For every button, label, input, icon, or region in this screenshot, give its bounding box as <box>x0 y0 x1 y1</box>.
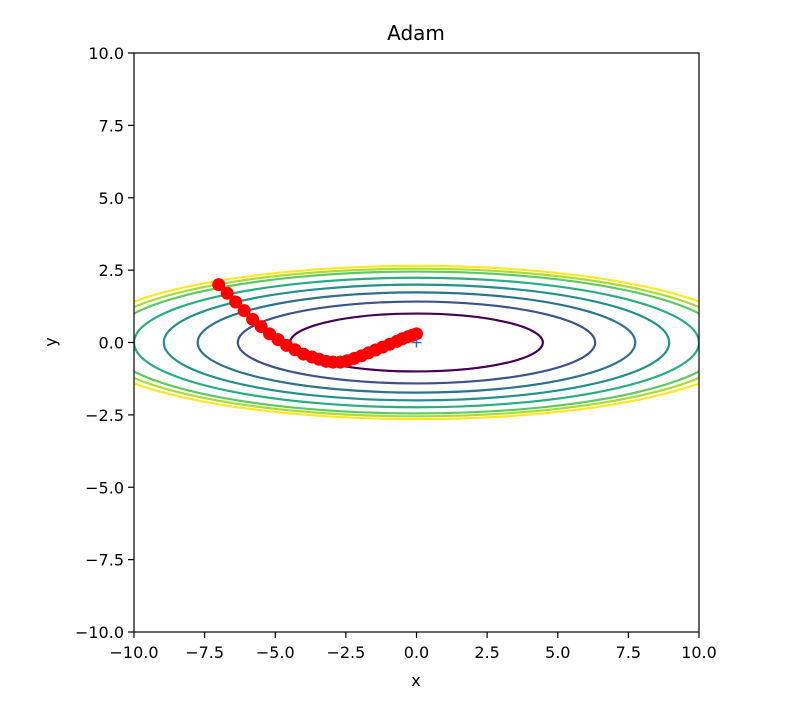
x-axis-ticks: −10.0 −7.5 −5.0 −2.5 0.0 2.5 5.0 7.5 10.0 <box>109 632 717 662</box>
contour-set <box>134 264 699 421</box>
contour-level-5 <box>134 276 699 409</box>
y-tick-label: −5.0 <box>85 478 124 497</box>
y-tick-label: 2.5 <box>99 261 124 280</box>
path-point-2 <box>220 286 234 300</box>
x-tick-label: −2.5 <box>326 643 365 662</box>
x-tick-label: 5.0 <box>545 643 570 662</box>
y-tick-label: −2.5 <box>85 406 124 425</box>
contour-level-3 <box>196 291 637 394</box>
y-tick-label: 5.0 <box>99 189 124 208</box>
contour-level-6 <box>134 270 699 415</box>
x-tick-label: −10.0 <box>109 643 158 662</box>
path-point-3 <box>229 295 243 309</box>
chart-title: Adam <box>387 21 445 45</box>
x-tick-label: 10.0 <box>681 643 717 662</box>
minimum-marker <box>411 337 422 348</box>
y-axis-label: y <box>41 337 60 346</box>
contour-level-7 <box>134 267 699 418</box>
x-tick-label: 0.0 <box>404 643 429 662</box>
x-tick-label: −7.5 <box>185 643 224 662</box>
y-tick-label: 0.0 <box>99 334 124 353</box>
y-axis-ticks: −10.0 −7.5 −5.0 −2.5 0.0 2.5 5.0 7.5 10.0 <box>75 44 134 642</box>
path-point-1 <box>212 278 226 292</box>
contour-level-4 <box>162 283 671 402</box>
optimizer-path <box>212 278 423 369</box>
x-tick-label: 2.5 <box>474 643 499 662</box>
contour-level-2 <box>236 300 597 385</box>
y-tick-label: 7.5 <box>99 116 124 135</box>
plot-area <box>134 264 699 421</box>
path-point-5 <box>246 312 260 326</box>
contour-level-8 <box>134 264 699 421</box>
x-axis-label: x <box>411 671 420 690</box>
y-tick-label: −7.5 <box>85 551 124 570</box>
minimum-plus-mark <box>411 337 422 348</box>
y-tick-label: −10.0 <box>75 623 124 642</box>
x-tick-label: −5.0 <box>256 643 295 662</box>
y-tick-label: 10.0 <box>88 44 124 63</box>
x-tick-label: 7.5 <box>616 643 641 662</box>
path-point-4 <box>237 304 251 318</box>
path-point-6 <box>254 320 268 334</box>
